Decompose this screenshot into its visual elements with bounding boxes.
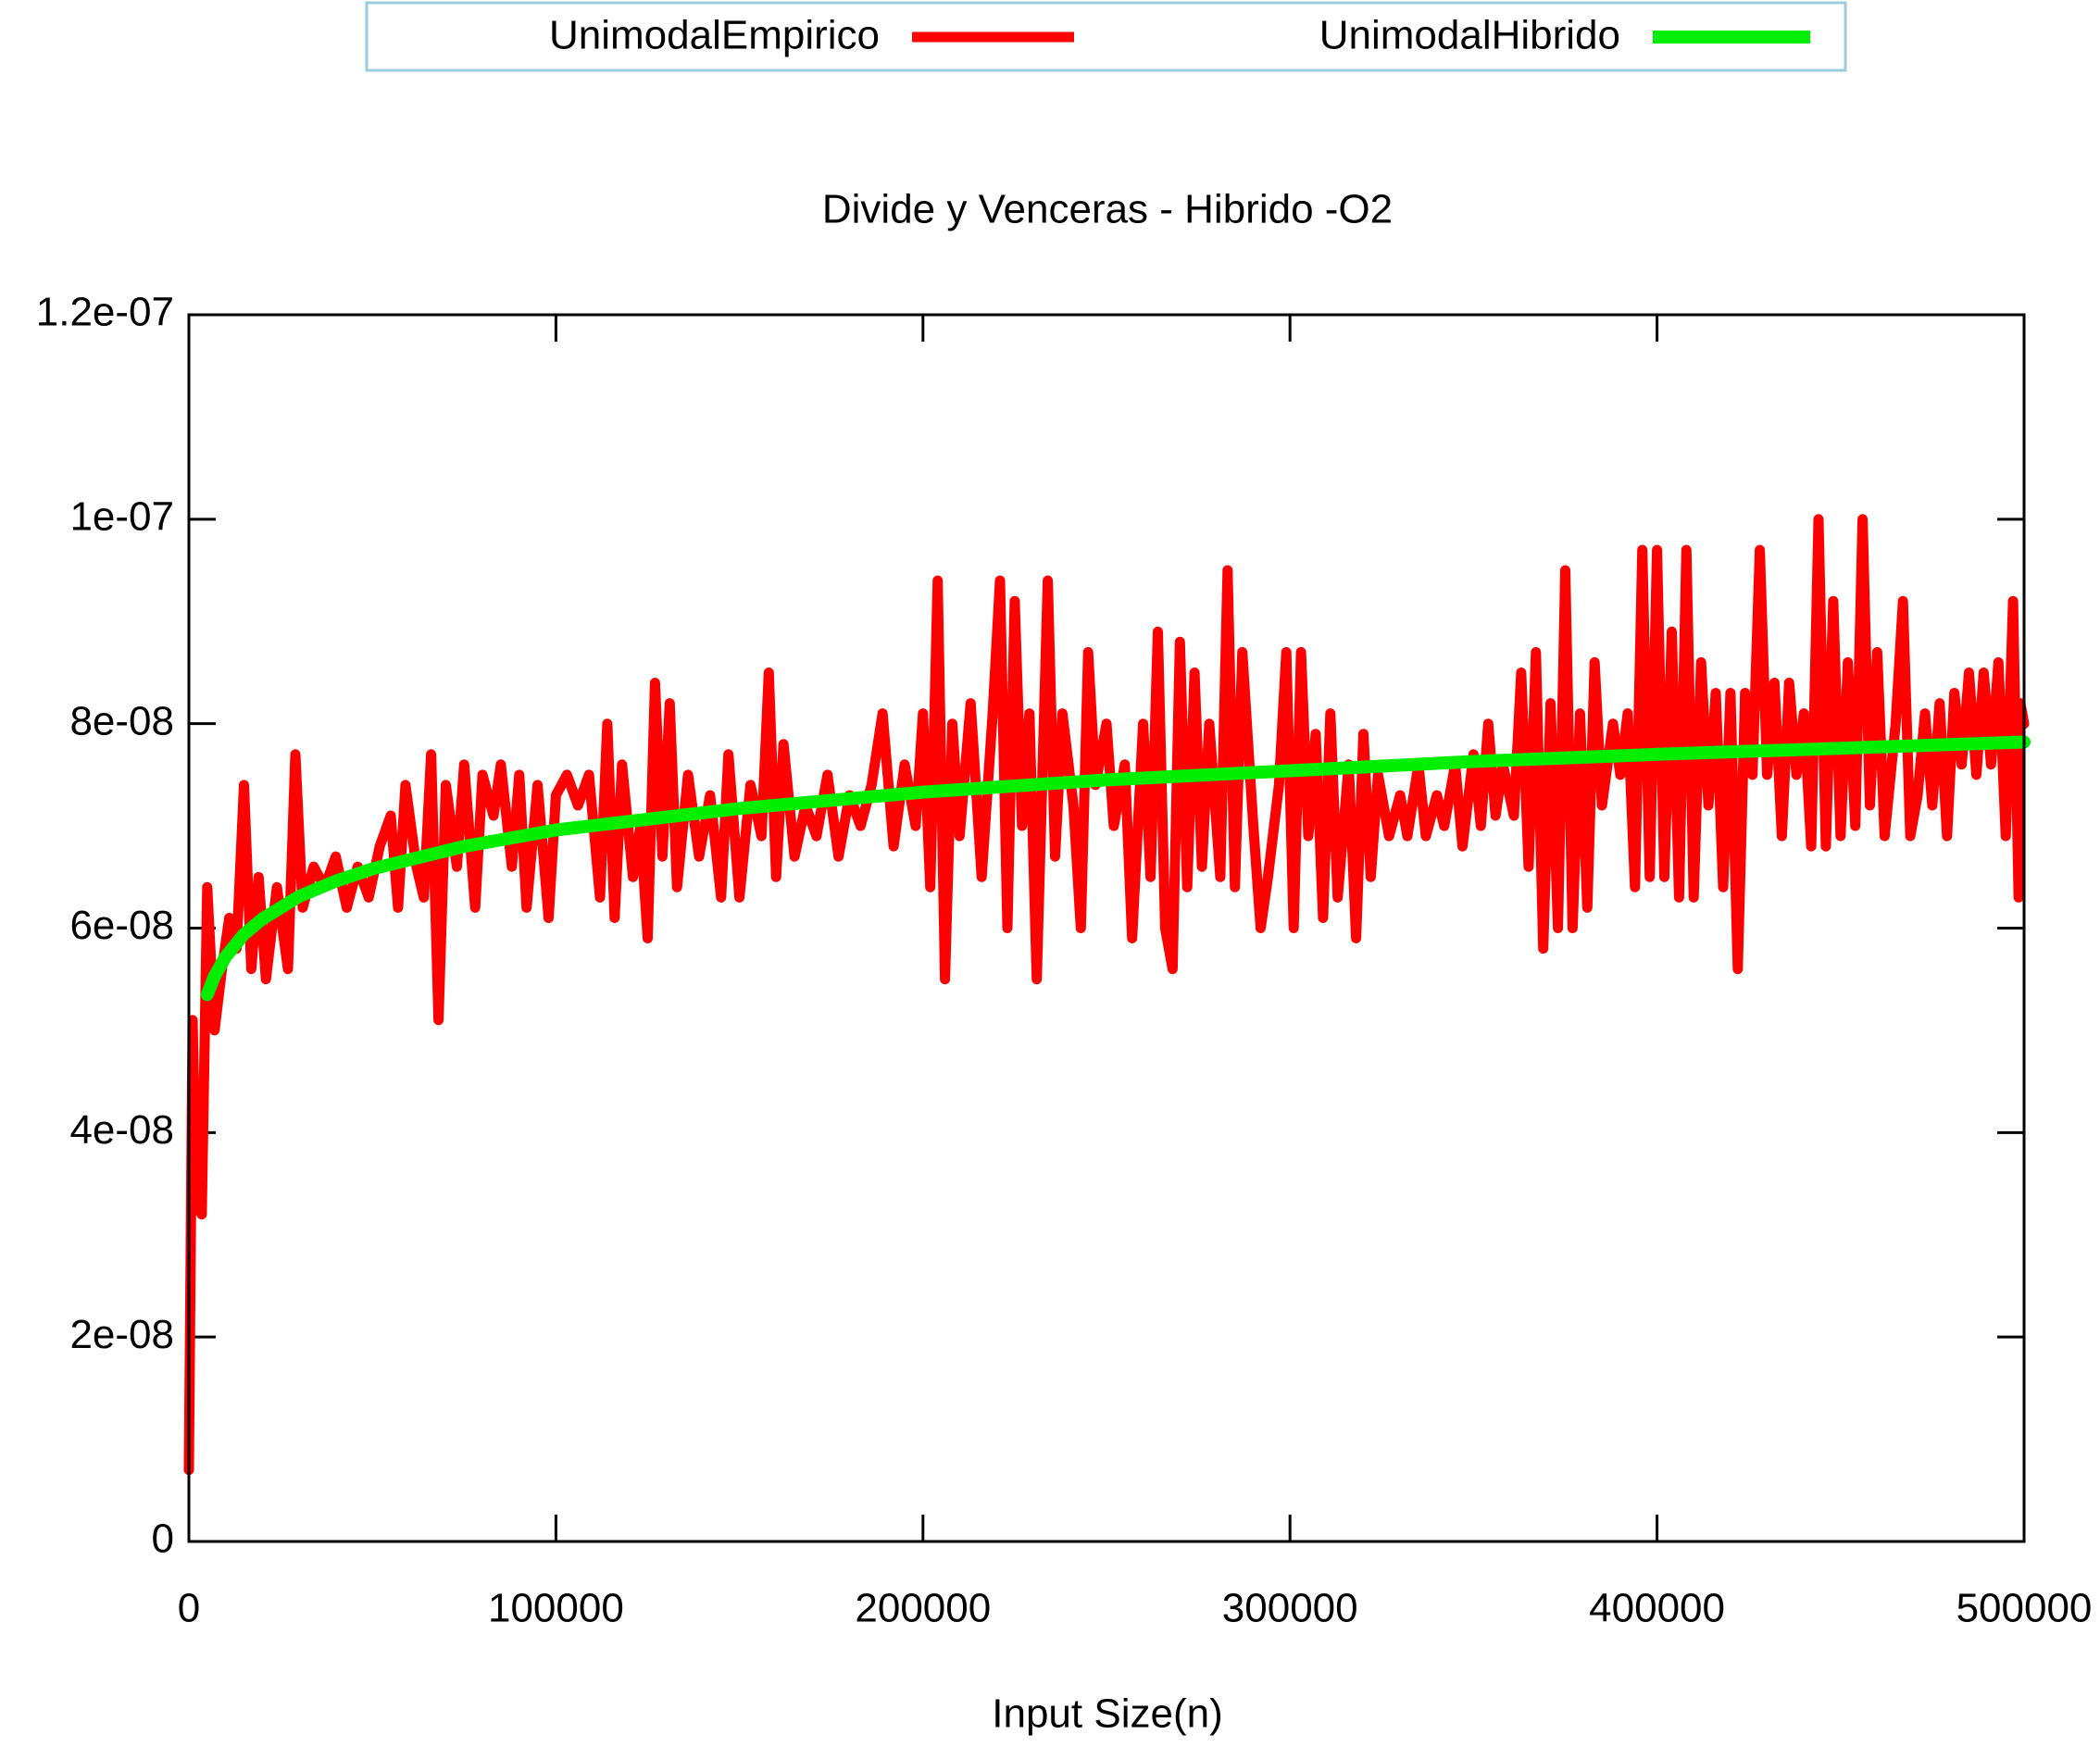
x-tick-label: 200000 [855,1586,991,1631]
series-line [183,514,2030,1476]
x-tick-label: 300000 [1222,1586,1358,1631]
x-tick-label: 100000 [488,1586,624,1631]
x-tick-label: 500000 [1956,1586,2093,1631]
plot-frame [187,313,2026,1543]
x-axis-label: Input Size(n) [992,1691,1222,1737]
series-line [200,735,2031,1002]
legend-label: UnimodalHibrido [1319,13,1620,58]
y-tick-label: 1e-07 [69,493,174,539]
legend-label: UnimodalEmpirico [549,13,880,58]
y-tick-label: 0 [152,1516,174,1562]
legend-box [365,1,1847,72]
x-tick-label: 0 [178,1586,200,1631]
y-tick-label: 8e-08 [69,698,174,743]
x-tick-label: 400000 [1589,1586,1725,1631]
y-tick-label: 6e-08 [69,903,174,948]
chart-title: Divide y Venceras - Hibrido -O2 [822,187,1393,232]
y-tick-label: 2e-08 [69,1312,174,1357]
y-tick-label: 1.2e-07 [36,290,174,335]
y-tick-label: 4e-08 [69,1107,174,1153]
